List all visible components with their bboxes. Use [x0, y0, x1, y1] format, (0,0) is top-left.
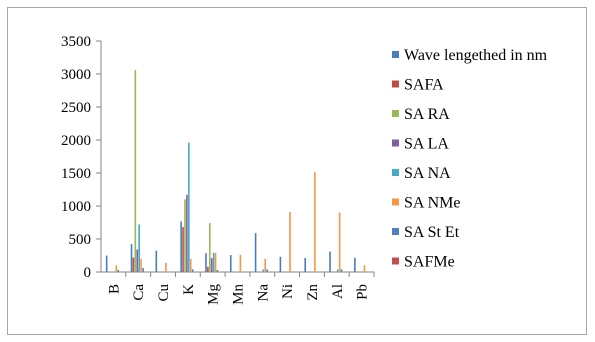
x-tick-label: B: [106, 284, 122, 294]
bar: [210, 258, 213, 272]
y-tick-label: 500: [69, 232, 92, 248]
bar: [229, 255, 232, 272]
legend-label: SA NMe: [404, 195, 460, 212]
bar: [338, 212, 341, 272]
bar: [239, 254, 242, 272]
y-tick-label: 2000: [61, 133, 91, 149]
x-tick-label: Ca: [131, 284, 147, 301]
bar: [354, 257, 356, 272]
legend-swatch: [392, 198, 399, 206]
bar: [214, 252, 217, 272]
bar: [130, 244, 133, 272]
bar: [136, 249, 139, 272]
legend-swatch: [392, 51, 399, 58]
bar: [184, 199, 186, 272]
bar: [117, 270, 120, 272]
legend-label: Wave lengethed in nm: [404, 47, 548, 64]
bar: [216, 270, 219, 272]
chart-frame: 0 500 1000 1500 2000 2500 3000 3500 B Ca Cu K Mg Mn Na…: [7, 7, 587, 335]
bar: [207, 266, 209, 272]
bar: [191, 269, 194, 272]
bar: [289, 211, 291, 272]
y-tick-label: 0: [84, 265, 92, 281]
bar: [105, 255, 108, 272]
legend-label: SA St Et: [404, 224, 460, 241]
bar: [266, 269, 268, 272]
x-tick-label: Pb: [355, 284, 371, 300]
y-tick-label: 2500: [61, 100, 91, 116]
y-tick-label: 1500: [61, 166, 91, 182]
legend-label: SA LA: [404, 136, 449, 153]
bar: [262, 269, 265, 272]
legend-label: SAFA: [404, 77, 444, 94]
legend-swatch: [392, 257, 399, 265]
legend-swatch: [392, 80, 399, 88]
bar: [264, 258, 266, 272]
y-tick-label: 1000: [61, 199, 91, 215]
x-tick-label: Al: [330, 284, 346, 299]
bar: [189, 258, 192, 272]
legend-swatch: [392, 110, 399, 117]
x-tick-label: Zn: [305, 284, 321, 301]
x-tick-label: K: [181, 284, 197, 295]
bar: [209, 223, 211, 272]
bar: [205, 253, 207, 272]
x-tick-label: Mg: [206, 284, 222, 305]
x-tick-label: Ni: [280, 284, 296, 299]
bar: [304, 257, 307, 272]
bar: [363, 265, 366, 272]
bar: [188, 142, 190, 272]
bar: [314, 172, 316, 272]
x-tick-label: Na: [255, 284, 271, 302]
bar: [155, 250, 158, 272]
bar: [329, 251, 331, 272]
bar: [140, 258, 142, 272]
bar-chart: 0 500 1000 1500 2000 2500 3000 3500 B Ca Cu K Mg Mn Na…: [61, 34, 548, 305]
x-tick-label: Mn: [231, 284, 247, 305]
legend-swatch: [392, 228, 399, 235]
legend-label: SA RA: [404, 106, 450, 123]
y-tick-label: 3500: [61, 34, 91, 50]
bar: [182, 227, 184, 272]
bar: [134, 70, 137, 272]
bar: [279, 256, 282, 272]
legend-swatch: [392, 139, 399, 147]
bar: [132, 257, 135, 272]
bar: [254, 233, 257, 272]
bar: [212, 252, 215, 272]
bar: [340, 269, 343, 272]
bar: [180, 221, 182, 272]
bar: [142, 268, 144, 272]
y-tick-label: 3000: [61, 67, 91, 83]
bar: [138, 224, 140, 272]
legend-swatch: [392, 169, 399, 176]
legend-label: SA NA: [404, 165, 451, 182]
bar: [165, 262, 167, 272]
x-tick-label: Cu: [156, 284, 172, 302]
legend-label: SAFMe: [404, 254, 455, 271]
bar: [115, 265, 118, 272]
bar: [336, 269, 339, 272]
bar: [186, 194, 188, 272]
